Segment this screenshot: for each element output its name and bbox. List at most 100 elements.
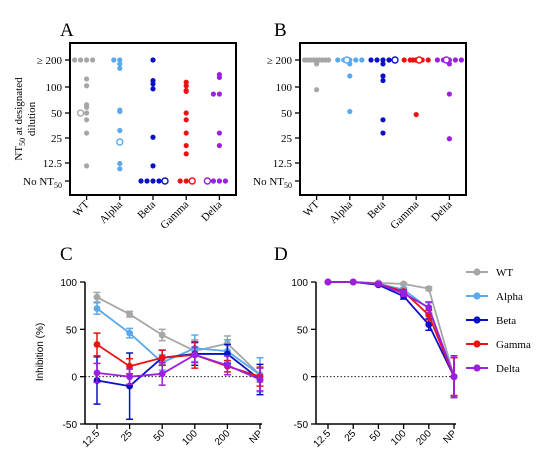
panel-a-point-delta <box>216 74 222 81</box>
panel-a-ytick-label: ≥ 200 <box>37 55 63 67</box>
panel-c-point-delta <box>256 376 264 383</box>
panel-b-ytick-label: 12.5 <box>273 158 293 170</box>
panel-c-point-gamma <box>93 341 101 348</box>
panel-b-point-beta <box>386 57 392 63</box>
legend-marker-wt <box>473 268 481 276</box>
panel-a-point-wt <box>84 83 90 89</box>
panel-b: ≥ 200 100 50 25 12.5 No NT50 WT Alpha Beta Gamma… <box>253 42 467 232</box>
panel-a-open-point-gamma <box>188 177 196 185</box>
panel-d-xtick-label: 50 <box>368 428 384 444</box>
panel-a-point-beta <box>150 57 156 63</box>
panel-c-xtick-label: 12.5 <box>81 428 103 450</box>
panel-a-point-delta <box>216 142 222 149</box>
panel-a-open-point-beta <box>161 177 169 185</box>
panel-a-point-alpha <box>117 61 123 67</box>
panel-c-xtick-label: 100 <box>180 428 200 448</box>
panel-a: NT50 at designated dilution ≥ 200 100 50 25… <box>13 42 237 232</box>
panel-b-point-wt <box>314 87 320 93</box>
legend: WT Alpha Beta Gamma Delta <box>466 267 531 375</box>
panel-b-ytick-label: ≥ 200 <box>267 55 293 67</box>
panel-b-point-gamma <box>413 111 419 118</box>
panel-a-xtick-label: Alpha <box>97 199 125 227</box>
panel-b-ytick-label: 100 <box>276 82 293 94</box>
panel-b-point-wt <box>305 57 311 63</box>
panel-b-point-alpha <box>347 108 353 115</box>
panel-a-ylabel: NT50 at designated <box>13 77 27 161</box>
panel-a-point-wt <box>84 76 90 82</box>
panel-a-point-wt <box>84 57 90 63</box>
panel-b-point-alpha <box>353 57 359 63</box>
panel-a-point-wt <box>72 57 78 63</box>
panel-d-xtick-label: 12.5 <box>312 428 334 450</box>
panel-label-a: A <box>60 20 74 41</box>
panel-d-ytick-label: 100 <box>291 278 308 289</box>
panel-b-point-delta <box>458 57 464 63</box>
panel-a-point-gamma <box>183 88 189 94</box>
panel-d-xtick-label: 25 <box>343 428 359 444</box>
panel-b-point-wt <box>314 57 320 63</box>
panel-a-point-delta <box>222 178 228 184</box>
panel-a-point-gamma <box>183 151 189 157</box>
legend-label-beta: Beta <box>496 315 516 327</box>
panel-b-point-alpha <box>347 73 353 79</box>
panel-b-ytick-label: 50 <box>281 108 293 120</box>
legend-label-gamma: Gamma <box>496 339 531 351</box>
panel-a-point-gamma <box>183 130 189 136</box>
panel-d-point-delta <box>425 304 433 311</box>
panel-d-ytick-label: 50 <box>297 325 309 336</box>
panel-a-point-beta <box>150 86 156 92</box>
panel-d-line-delta <box>328 281 455 377</box>
panel-a-point-gamma <box>183 142 189 149</box>
panel-a-point-beta <box>150 134 156 140</box>
panel-b-xtick-label: WT <box>301 198 322 219</box>
panel-c-line-wt <box>96 296 261 376</box>
panel-c-point-alpha <box>126 329 133 337</box>
panel-d-xtick-label: 200 <box>414 428 434 448</box>
panel-c-ytick-label: 0 <box>71 373 77 384</box>
panel-b-point-wt <box>323 57 329 63</box>
panel-c-point-wt <box>93 293 101 301</box>
panel-a-point-beta <box>144 178 150 184</box>
panel-b-xtick-label: Alpha <box>327 199 355 227</box>
panel-c-point-delta <box>158 370 166 378</box>
panel-c: Inhibition (%) -50 0 50 100 12.5 25 50 100 200 N… <box>35 278 265 450</box>
panel-c-point-delta <box>191 351 199 359</box>
panel-c-line-beta <box>96 353 261 388</box>
panel-b-point-alpha <box>359 57 365 63</box>
panel-c-line-delta <box>96 353 261 381</box>
panel-b-point-beta <box>380 130 386 136</box>
panel-a-point-delta <box>216 178 222 184</box>
panel-a-point-wt <box>84 104 90 110</box>
panel-a-point-gamma <box>183 83 189 89</box>
legend-marker-gamma <box>473 340 481 348</box>
panel-a-point-wt <box>84 130 90 136</box>
panel-a-open-point-wt <box>76 109 85 117</box>
panel-a-point-wt <box>78 57 84 63</box>
panel-a-point-alpha <box>111 57 117 63</box>
panel-a-point-delta <box>216 91 222 97</box>
panel-d-point-wt <box>425 285 433 293</box>
panel-c-point-alpha <box>93 305 101 312</box>
panel-c-ytick-label: -50 <box>63 420 78 431</box>
panel-label-d: D <box>274 244 288 265</box>
panel-b-point-beta <box>380 61 386 67</box>
panel-c-xtick-label: 25 <box>119 428 135 444</box>
panel-d-point-delta <box>450 373 458 381</box>
panel-d-point-wt <box>400 280 407 288</box>
panel-a-point-gamma <box>183 110 189 116</box>
panel-b-point-beta <box>380 77 386 84</box>
panel-a-point-wt <box>84 110 90 116</box>
panel-b-open-point-gamma <box>415 56 423 64</box>
legend-marker-alpha <box>473 292 481 300</box>
panel-a-point-delta <box>210 178 216 184</box>
panel-a-point-wt <box>84 117 90 123</box>
panel-d-xtick-label: 100 <box>389 428 409 448</box>
panel-a-ytick-label: 12.5 <box>43 158 63 170</box>
panel-a-ylabel-line2: dilution <box>26 101 38 136</box>
panel-c-xtick-label: 50 <box>152 428 168 444</box>
panel-b-xtick-label: Delta <box>429 199 454 224</box>
legend-label-alpha: Alpha <box>496 291 523 303</box>
panel-label-c: C <box>60 244 73 265</box>
